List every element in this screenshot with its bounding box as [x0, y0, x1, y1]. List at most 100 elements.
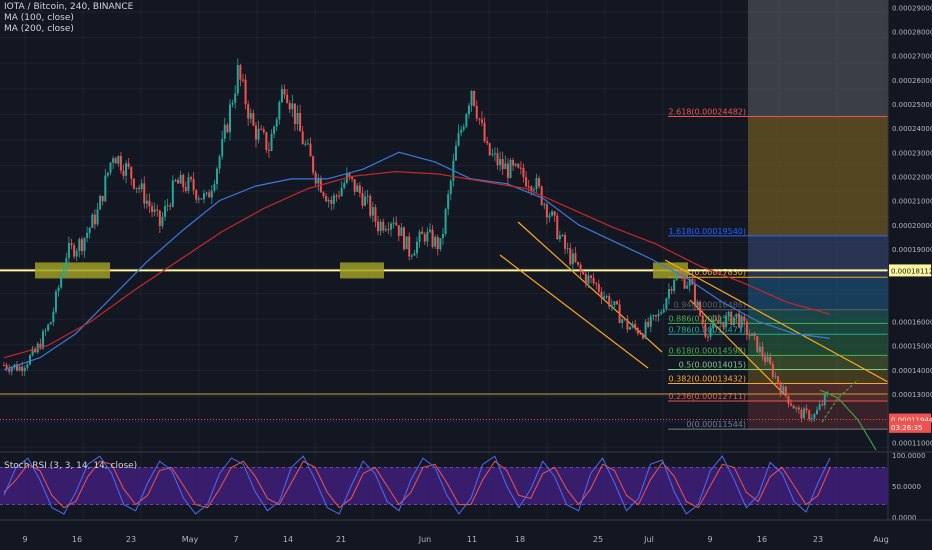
candle-body [93, 214, 96, 225]
candle-body [101, 195, 104, 202]
candle-body [187, 177, 190, 191]
candle-body [421, 231, 424, 235]
candle-body [571, 253, 574, 265]
candle-body [304, 143, 307, 145]
candle-body [364, 196, 367, 206]
candle-body [340, 187, 343, 197]
candle-body [286, 94, 289, 103]
candle-body [628, 327, 631, 330]
candle-body [306, 143, 309, 145]
candle-body [577, 261, 580, 265]
candle-body [57, 287, 60, 292]
candle-body [288, 102, 291, 110]
candle-body [400, 227, 403, 236]
y-tick-label: 0.00028000 [892, 28, 932, 36]
candle-body [584, 273, 587, 284]
fib-label: 0.786(0.00015471) [669, 325, 747, 334]
candle-body [792, 405, 795, 409]
y-tick-label: 0.00019000 [892, 246, 932, 254]
candle-body [83, 237, 86, 251]
candle-body [23, 367, 26, 372]
candle-body [605, 296, 608, 298]
candle-body [777, 376, 780, 384]
candle-body [480, 119, 483, 123]
candle-body [621, 319, 624, 324]
candle-body [379, 221, 382, 232]
candle-body [122, 170, 125, 176]
candle-body [184, 187, 187, 191]
candle-body [808, 410, 811, 420]
candle-body [179, 174, 182, 184]
candle-body [148, 200, 151, 207]
candle-body [670, 289, 673, 291]
candle-body [649, 316, 652, 327]
fib-label: 0.94(0.00016486) [674, 301, 746, 310]
candle-body [530, 186, 533, 191]
candle-body [652, 315, 655, 317]
candle-body [195, 190, 198, 200]
candle-body [545, 204, 548, 218]
candle-body [130, 166, 133, 179]
candle-body [80, 239, 83, 251]
x-tick-label: Aug [873, 535, 889, 544]
candle-body [322, 192, 325, 196]
candle-body [574, 253, 577, 262]
fib-zone [748, 369, 888, 384]
candle-body [449, 180, 452, 195]
candle-body [213, 184, 216, 191]
candle-body [753, 333, 756, 337]
candle-body [104, 175, 107, 202]
candle-body [382, 221, 385, 231]
candle-body [631, 323, 634, 328]
candle-body [725, 315, 728, 328]
candle-body [823, 394, 826, 406]
candle-body [764, 356, 767, 362]
candle-body [390, 223, 393, 230]
fib-zone [748, 355, 888, 370]
candle-body [748, 334, 751, 336]
candle-body [818, 404, 821, 410]
channel-line-lower [499, 254, 649, 369]
candle-body [683, 276, 686, 289]
candle-body [39, 343, 42, 349]
candle-body [67, 243, 70, 258]
candle-body [86, 232, 89, 238]
fib-zone [748, 116, 888, 236]
candle-body [234, 93, 237, 103]
candle-body [301, 131, 304, 145]
candle-body [143, 183, 146, 204]
candle-body [403, 227, 406, 250]
candle-body [208, 192, 211, 198]
candle-body [436, 236, 439, 250]
candle-body [241, 79, 244, 81]
candle-body [49, 322, 52, 325]
candle-body [566, 248, 569, 250]
fib-label: 0.382(0.00013432) [669, 375, 747, 384]
fib-label: 0.236(0.00012711) [669, 392, 747, 401]
candle-body [535, 178, 538, 190]
rsi-tick-label: 50.0000 [892, 483, 921, 491]
candle-body [457, 132, 460, 146]
candle-body [543, 204, 546, 206]
rsi-tick-label: 100.0000 [892, 452, 925, 460]
candle-body [135, 187, 138, 189]
candle-body [608, 296, 611, 307]
candle-body [262, 129, 265, 133]
candle-body [317, 178, 320, 184]
x-tick-label: Jun [418, 535, 432, 544]
candle-body [727, 311, 730, 316]
candle-body [392, 222, 395, 224]
y-tick-label: 0.00016000 [892, 318, 932, 326]
candle-body [610, 305, 613, 307]
candle-body [673, 279, 676, 291]
candle-body [348, 172, 351, 177]
candle-body [696, 301, 699, 306]
candle-body [447, 194, 450, 210]
candle-body [215, 168, 218, 185]
y-tick-label: 0.00014000 [892, 367, 932, 375]
candle-body [177, 179, 180, 184]
candle-body [756, 336, 759, 353]
candle-body [99, 195, 102, 210]
candle-body [722, 322, 725, 328]
